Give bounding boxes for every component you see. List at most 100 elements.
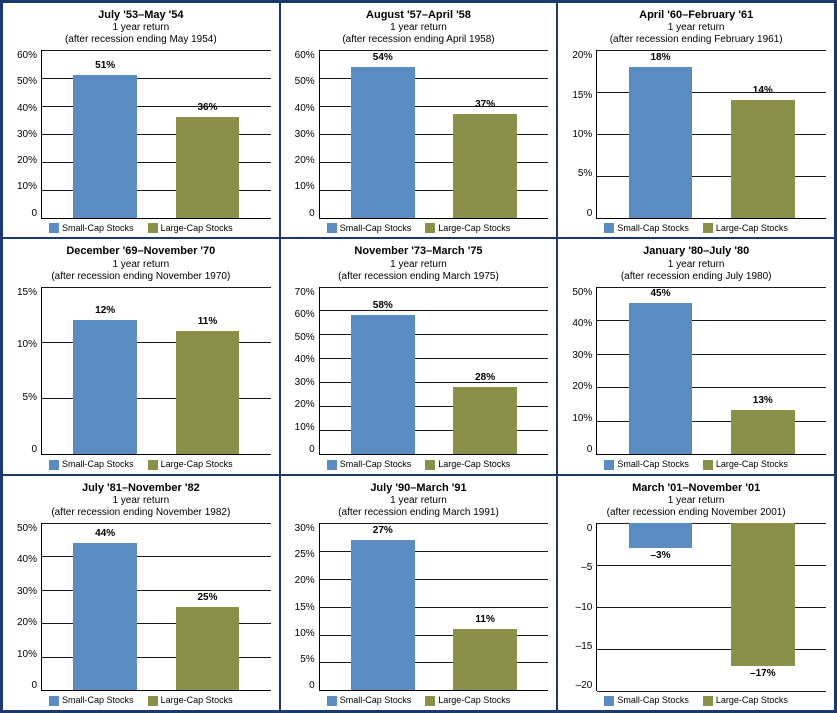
bar-group: 51%	[64, 50, 146, 218]
y-tick-label: 40%	[295, 354, 315, 365]
legend-label: Large-Cap Stocks	[438, 223, 510, 233]
y-tick-label: 40%	[295, 103, 315, 114]
gridline	[597, 691, 826, 692]
chart-title: December '69–November '70	[11, 245, 271, 258]
legend: Small-Cap Stocks Large-Cap Stocks	[11, 223, 271, 234]
plot-area: 18%14%	[596, 50, 826, 219]
legend-swatch	[425, 460, 435, 470]
y-tick-label: 30%	[295, 377, 315, 388]
legend: Small-Cap StocksLarge-Cap Stocks	[566, 695, 826, 706]
chart-title: March '01–November '01	[566, 482, 826, 495]
chart-subtitle2: (after recession ending March 1975)	[289, 271, 549, 283]
y-tick-label: 20%	[295, 399, 315, 410]
y-tick-label: 50%	[295, 332, 315, 343]
chart-cell: July '81–November '821 year return(after…	[2, 475, 280, 711]
chart-cell: January '80–July '801 year return(after …	[557, 238, 835, 474]
chart-title: April '60–February '61	[566, 9, 826, 22]
y-axis: 30%25%20%15%10%5%0	[289, 523, 319, 692]
bar-value-label: 36%	[197, 102, 217, 113]
chart-subtitle2: (after recession ending February 1961)	[566, 34, 826, 46]
chart-cell: November '73–March '751 year return(afte…	[280, 238, 558, 474]
legend-label: Large-Cap Stocks	[161, 223, 233, 233]
y-tick-label: 40%	[17, 554, 37, 565]
y-tick-label: 30%	[17, 586, 37, 597]
y-axis: 50%40%30%20%10%0	[11, 523, 41, 692]
plot-area: 45% 13%	[596, 287, 826, 456]
bar-group: 44%	[64, 523, 146, 691]
bar-group: 36%	[167, 50, 249, 218]
legend: Small-Cap Stocks Large-Cap Stocks	[566, 459, 826, 470]
small-cap-bar	[73, 543, 137, 690]
y-tick-label: –20	[576, 680, 593, 691]
legend-item: Large-Cap Stocks	[425, 223, 510, 234]
chart-subtitle2: (after recession ending November 1982)	[11, 507, 271, 519]
plot-area: 12%11%	[41, 287, 271, 456]
y-tick-label: 0	[587, 208, 593, 219]
legend-swatch	[604, 223, 614, 233]
y-tick-label: 20%	[572, 50, 592, 61]
bar-value-label: 11%	[475, 614, 494, 625]
legend-label: Small-Cap Stocks	[62, 459, 134, 469]
chart-titles: January '80–July '801 year return(after …	[566, 245, 826, 282]
bar-group: –3%	[620, 523, 702, 692]
bar-group: 11%	[444, 523, 526, 691]
large-cap-bar	[453, 387, 517, 454]
legend-label: Large-Cap Stocks	[438, 459, 510, 469]
legend-label: Small-Cap Stocks	[340, 459, 412, 469]
y-tick-label: –10	[576, 602, 593, 613]
legend-item: Large-Cap Stocks	[703, 459, 788, 470]
legend-swatch	[49, 460, 59, 470]
y-tick-label: 20%	[17, 617, 37, 628]
chart-title: July '53–May '54	[11, 9, 271, 22]
bar-group: –17%	[722, 523, 804, 692]
bar-value-label: 14%	[753, 85, 773, 96]
bar-group: 58%	[342, 287, 424, 455]
legend-swatch	[327, 460, 337, 470]
y-tick-label: 0	[309, 680, 315, 691]
small-cap-bar	[351, 540, 415, 691]
bar-value-label: 54%	[373, 52, 393, 63]
bars-container: 27% 11%	[320, 523, 549, 691]
legend-item: Small-Cap Stocks	[604, 459, 689, 470]
large-cap-bar	[176, 331, 240, 454]
y-tick-label: 50%	[17, 523, 37, 534]
legend-item: Large-Cap Stocks	[148, 223, 233, 234]
chart-cell: August '57–April '581 year return(after …	[280, 2, 558, 238]
y-tick-label: 70%	[295, 287, 315, 298]
legend-swatch	[327, 223, 337, 233]
legend-item: Small-Cap Stocks	[604, 223, 689, 234]
bars-container: –3% –17%	[597, 523, 826, 692]
y-tick-label: 10%	[295, 422, 315, 433]
bar-value-label: 27%	[373, 525, 393, 536]
bar-value-label: –3%	[650, 550, 670, 561]
bar-group: 13%	[722, 287, 804, 455]
chart-area: 50%40%30%20%10%044%25%	[11, 523, 271, 692]
chart-titles: July '90–March '911 year return(after re…	[289, 482, 549, 519]
y-tick-label: 10%	[17, 181, 37, 192]
legend-swatch	[49, 223, 59, 233]
chart-subtitle2: (after recession ending November 1970)	[11, 271, 271, 283]
y-tick-label: 30%	[17, 129, 37, 140]
chart-area: 20%15%10%5%018%14%	[566, 50, 826, 219]
chart-subtitle2: (after recession ending April 1958)	[289, 34, 549, 46]
chart-area: 15%10%5%012%11%	[11, 287, 271, 456]
legend-item: Large-Cap Stocks	[148, 695, 233, 706]
bar-value-label: 45%	[650, 288, 670, 299]
large-cap-bar	[731, 100, 795, 217]
bar-value-label: 51%	[95, 60, 115, 71]
legend-item: Small-Cap Stocks	[327, 223, 412, 234]
chart-title: August '57–April '58	[289, 9, 549, 22]
legend-label: Large-Cap Stocks	[161, 459, 233, 469]
y-tick-label: 10%	[572, 129, 592, 140]
legend-swatch	[327, 696, 337, 706]
bar-group: 27%	[342, 523, 424, 691]
legend-label: Small-Cap Stocks	[62, 223, 134, 233]
bar-value-label: 12%	[95, 305, 115, 316]
legend: Small-Cap Stocks Large-Cap Stocks	[11, 459, 271, 470]
chart-subtitle: 1 year return	[11, 495, 271, 507]
chart-subtitle: 1 year return	[289, 22, 549, 34]
chart-subtitle: 1 year return	[289, 259, 549, 271]
y-tick-label: 15%	[572, 90, 592, 101]
legend-item: Small-Cap Stocks	[327, 459, 412, 470]
legend-label: Large-Cap Stocks	[716, 459, 788, 469]
